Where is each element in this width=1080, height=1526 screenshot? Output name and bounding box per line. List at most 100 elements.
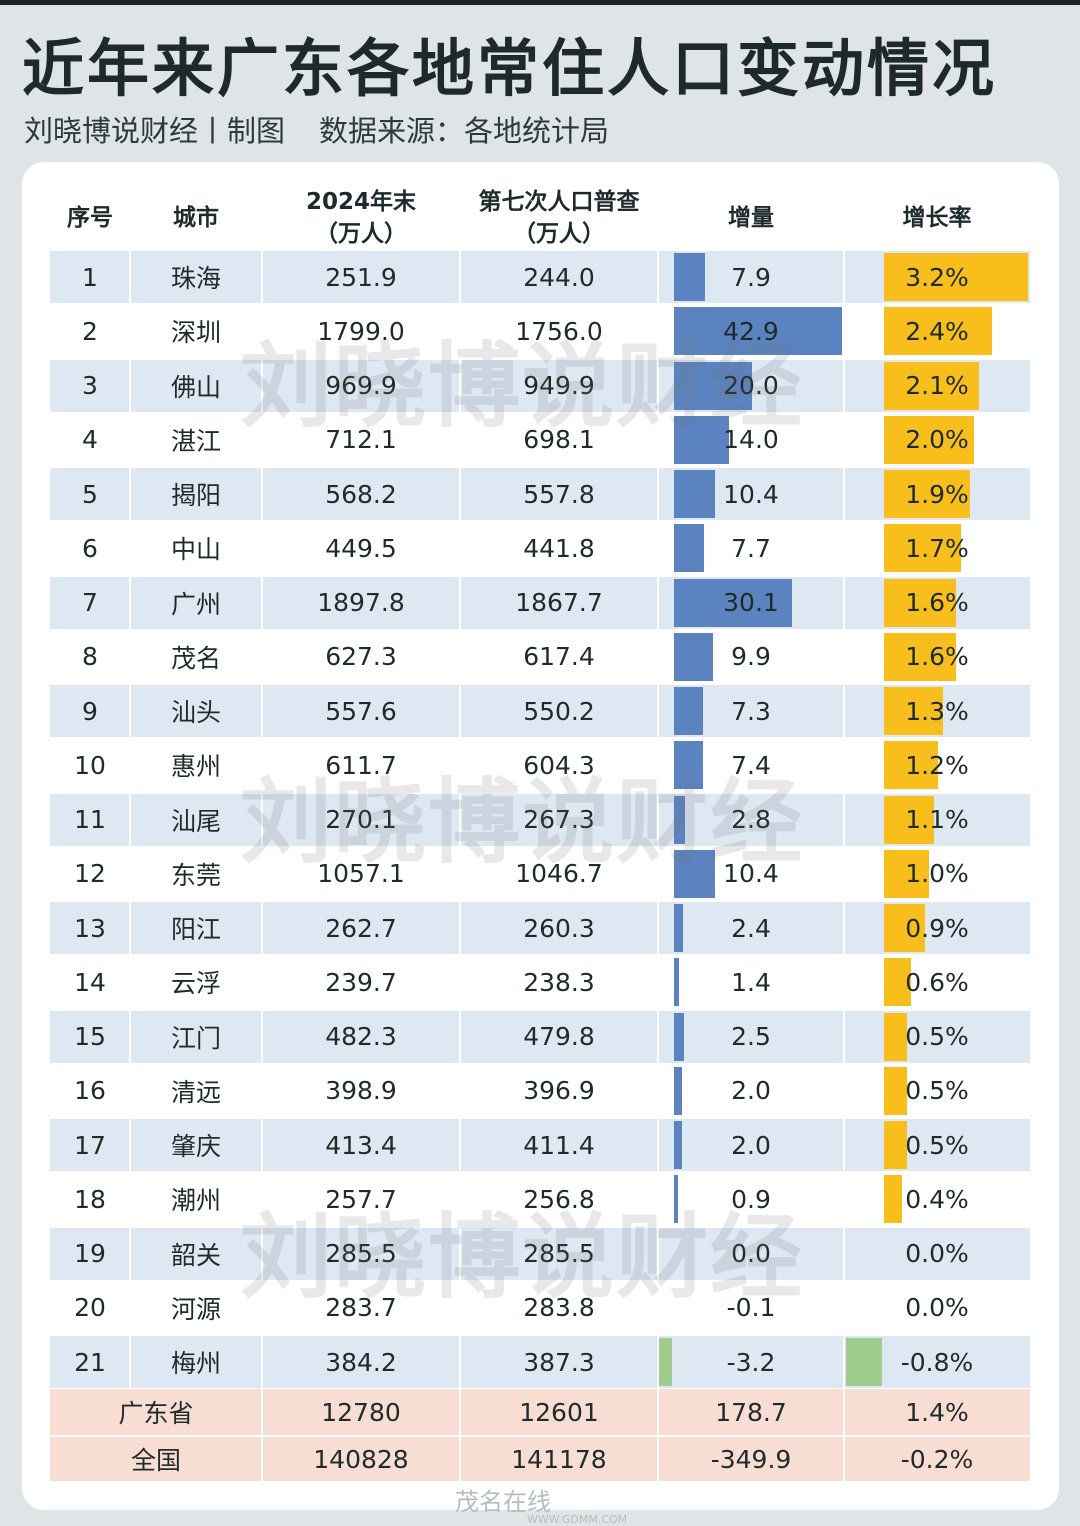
data-source: 数据来源：各地统计局: [319, 114, 610, 148]
column-divider: [657, 685, 659, 737]
table-row: 6 中山 449.5 441.8 7.7 1.7%: [50, 522, 1030, 575]
cell-city: 深圳: [170, 318, 221, 348]
cell-increase: 30.1: [723, 588, 779, 617]
cell-no: 7: [82, 588, 98, 617]
rate-bar: [884, 849, 929, 898]
increase-bar: [674, 524, 705, 573]
cell-census7: 557.8: [523, 479, 595, 509]
column-divider: [261, 1437, 263, 1481]
column-divider: [129, 1173, 131, 1226]
table-row: 1 珠海 251.9 244.0 7.9 3.2%: [50, 251, 1030, 303]
column-divider: [261, 251, 263, 303]
column-divider: [129, 522, 131, 575]
cell-census7: 238.3: [523, 967, 595, 997]
cell-census7: 260.3: [523, 913, 595, 943]
summary-row: 全国 140828 141178 -349.9 -0.2%: [50, 1437, 1030, 1481]
cell-rate: 0.4%: [905, 1184, 969, 1214]
cell-no: 15: [74, 1022, 106, 1051]
rate-bar: [884, 1121, 907, 1169]
cell-increase: 10.4: [723, 479, 779, 509]
increase-bar: [674, 741, 703, 790]
cell-no: 19: [74, 1239, 106, 1268]
increase-bar: [674, 1066, 682, 1115]
rate-bar: [884, 470, 970, 518]
cell-pop2024: 1057.1: [317, 859, 405, 889]
table-row: 2 深圳 1799.0 1756.0 42.9 2.4%: [50, 305, 1030, 358]
column-divider: [459, 359, 461, 412]
cell-pop2024: 482.3: [325, 1022, 397, 1051]
column-divider: [459, 468, 461, 520]
cell-city: 中山: [170, 535, 221, 565]
increase-bar: [674, 958, 680, 1007]
cell-no: 16: [74, 1076, 106, 1106]
column-divider: [459, 576, 461, 629]
cell-rate: 1.3%: [905, 696, 969, 726]
cell-census7: 550.2: [523, 696, 595, 726]
column-divider: [459, 793, 461, 846]
rate-bar: [884, 741, 938, 790]
column-divider: [459, 847, 461, 900]
column-divider: [261, 1173, 263, 1226]
cell-city: 潮州: [170, 1186, 221, 1216]
cell-census7: 604.3: [523, 750, 595, 780]
table-row: 15 江门 482.3 479.8 2.5 0.5%: [50, 1010, 1030, 1063]
increase-bar: [674, 849, 715, 898]
column-divider: [657, 739, 659, 792]
cell-increase: 9.9: [731, 642, 771, 672]
summary-pop2024: 140828: [313, 1444, 409, 1474]
column-divider: [261, 685, 263, 737]
increase-bar: [674, 795, 685, 844]
cell-city: 广州: [170, 589, 221, 619]
cell-census7: 1867.7: [515, 588, 603, 617]
cell-pop2024: 611.7: [325, 750, 397, 780]
cell-census7: 1046.7: [515, 859, 603, 889]
cell-pop2024: 1799.0: [317, 316, 405, 346]
increase-bar: [674, 253, 705, 301]
table-row: 10 惠州 611.7 604.3 7.4 1.2%: [50, 739, 1030, 792]
column-divider: [261, 1336, 263, 1388]
column-divider: [657, 902, 659, 954]
column-divider: [843, 1173, 845, 1226]
cell-increase: 7.7: [731, 533, 771, 563]
column-divider: [459, 305, 461, 358]
column-divider: [129, 739, 131, 792]
cell-no: 18: [74, 1184, 106, 1214]
column-divider: [129, 793, 131, 846]
column-divider: [657, 305, 659, 358]
column-divider: [657, 251, 659, 303]
column-divider: [129, 956, 131, 1009]
rate-bar: [884, 524, 961, 573]
column-divider: [261, 739, 263, 792]
column-divider: [261, 576, 263, 629]
cell-increase: -0.1: [726, 1293, 776, 1323]
column-divider: [843, 847, 845, 900]
rate-bar-negative: [846, 1338, 882, 1386]
header-census7: 第七次人口普查 （万人）: [478, 189, 640, 247]
column-divider: [843, 793, 845, 846]
cell-census7: 387.3: [523, 1347, 595, 1377]
cell-no: 1: [82, 262, 98, 292]
increase-bar: [674, 1012, 684, 1061]
column-divider: [843, 902, 845, 954]
summary-pop2024: 12780: [321, 1397, 401, 1427]
cell-increase: 7.3: [731, 696, 771, 726]
cell-city: 清远: [170, 1077, 221, 1107]
table-row: 8 茂名 627.3 617.4 9.9 1.6%: [50, 630, 1030, 683]
cell-rate: 0.9%: [905, 913, 969, 943]
column-divider: [657, 1437, 659, 1481]
table-row: 14 云浮 239.7 238.3 1.4 0.6%: [50, 956, 1030, 1009]
increase-bar: [674, 415, 729, 464]
column-divider: [129, 413, 131, 466]
cell-rate: 1.7%: [905, 533, 969, 563]
column-divider: [843, 359, 845, 412]
cell-increase: 0.0: [731, 1239, 771, 1268]
column-divider: [459, 739, 461, 792]
column-divider: [261, 1119, 263, 1171]
cell-census7: 698.1: [523, 425, 595, 455]
summary-census7: 141178: [511, 1444, 607, 1474]
cell-pop2024: 627.3: [325, 642, 397, 672]
cell-pop2024: 413.4: [325, 1130, 397, 1160]
column-divider: [261, 1281, 263, 1334]
summary-row: 广东省 12780 12601 178.7 1.4%: [50, 1389, 1030, 1435]
cell-census7: 285.5: [523, 1239, 595, 1268]
